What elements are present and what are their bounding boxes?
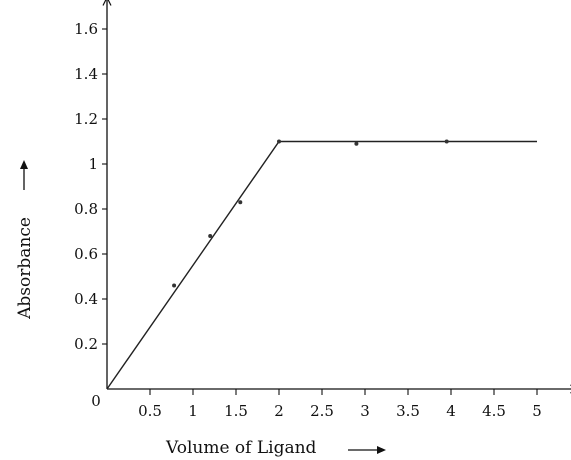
- x-tick-label: 2.5: [310, 402, 334, 420]
- x-tick-label: 0.5: [138, 402, 162, 420]
- y-tick-label: 1.2: [74, 110, 98, 128]
- x-tick-label: 1.5: [224, 402, 248, 420]
- y-tick-label: 0.8: [74, 200, 98, 218]
- x-tick-label: 1: [188, 402, 198, 420]
- y-tick-label: 0.4: [74, 290, 98, 308]
- y-axis-label: Absorbance: [15, 217, 35, 320]
- data-point: [277, 139, 281, 144]
- x-tick-label: 2: [274, 402, 284, 420]
- x-tick-label: 4: [446, 402, 456, 420]
- x-axis-label-arrow: [348, 446, 386, 454]
- y-axis-arrowhead: [102, 0, 112, 6]
- plot-area: [106, 139, 537, 390]
- data-point: [238, 200, 243, 205]
- data-point: [208, 234, 213, 238]
- x-axis-label: Volume of Ligand: [165, 438, 317, 458]
- data-point: [444, 139, 449, 144]
- y-tick-label: 0.2: [74, 335, 98, 353]
- y-axis-label-arrow: [20, 160, 28, 190]
- x-tick-label: 3.5: [396, 402, 420, 420]
- series-line: [106, 140, 537, 390]
- y-tick-label: 0.6: [74, 245, 98, 263]
- x-tick-label: 5: [532, 402, 542, 420]
- x-tick-label: 3: [360, 402, 370, 420]
- y-tick-label: 1.4: [74, 65, 98, 83]
- y-tick-label: 1.6: [74, 20, 98, 38]
- x-tick-label: 4.5: [482, 402, 506, 420]
- origin-label: 0: [91, 392, 101, 410]
- ticks: 0.5 1 1.5 2 2.5 3 3.5 4 4.5 5 0.2 0.4 0.6 0.8 1 1.2 1.4 1…: [74, 20, 542, 420]
- y-tick-label: 1: [88, 155, 98, 173]
- data-point: [172, 283, 177, 288]
- axes: [102, 0, 571, 394]
- data-point: [354, 141, 359, 146]
